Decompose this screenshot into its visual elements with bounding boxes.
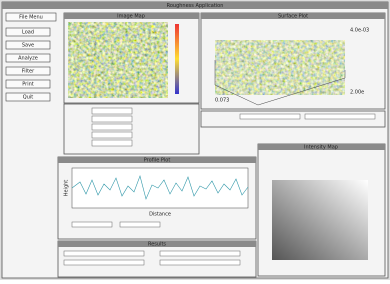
window-title: Roughness Application <box>167 3 224 9</box>
profile-x-label: Distance <box>149 212 171 218</box>
surface-title: Surface Plot <box>278 14 308 20</box>
field <box>92 132 132 138</box>
field <box>72 222 112 227</box>
button-label: Quit <box>23 95 33 101</box>
image-map <box>68 22 168 98</box>
field <box>305 114 375 119</box>
color-bar <box>175 24 179 94</box>
stats-fields <box>92 108 132 146</box>
x-label: 0.073 <box>215 98 229 104</box>
menu-label: File Menu <box>19 15 43 21</box>
button-label: Print <box>22 82 34 88</box>
y-label: 2.00e <box>350 90 364 96</box>
field <box>92 116 132 122</box>
field <box>160 260 240 265</box>
field <box>92 108 132 114</box>
button-label: Analyze <box>18 56 38 62</box>
button-label: Save <box>22 43 34 49</box>
field <box>120 222 160 227</box>
image-title: Image Map <box>117 14 145 20</box>
profile-title: Profile Plot <box>144 158 171 164</box>
profile-y-label: Height <box>64 180 70 197</box>
screen: Roughness Application File Menu Load Save… <box>0 0 390 280</box>
results-title: Results <box>148 242 166 248</box>
field <box>160 251 240 256</box>
button-label: Load <box>22 30 34 36</box>
field <box>64 251 144 256</box>
button-label: Filter <box>22 69 35 75</box>
intensity-map <box>272 180 368 260</box>
field <box>64 260 144 265</box>
intensity-title: Intensity Map <box>304 145 338 151</box>
field <box>92 124 132 130</box>
field <box>92 140 132 146</box>
z-label: 4.0e-03 <box>350 28 369 34</box>
field <box>240 114 300 119</box>
